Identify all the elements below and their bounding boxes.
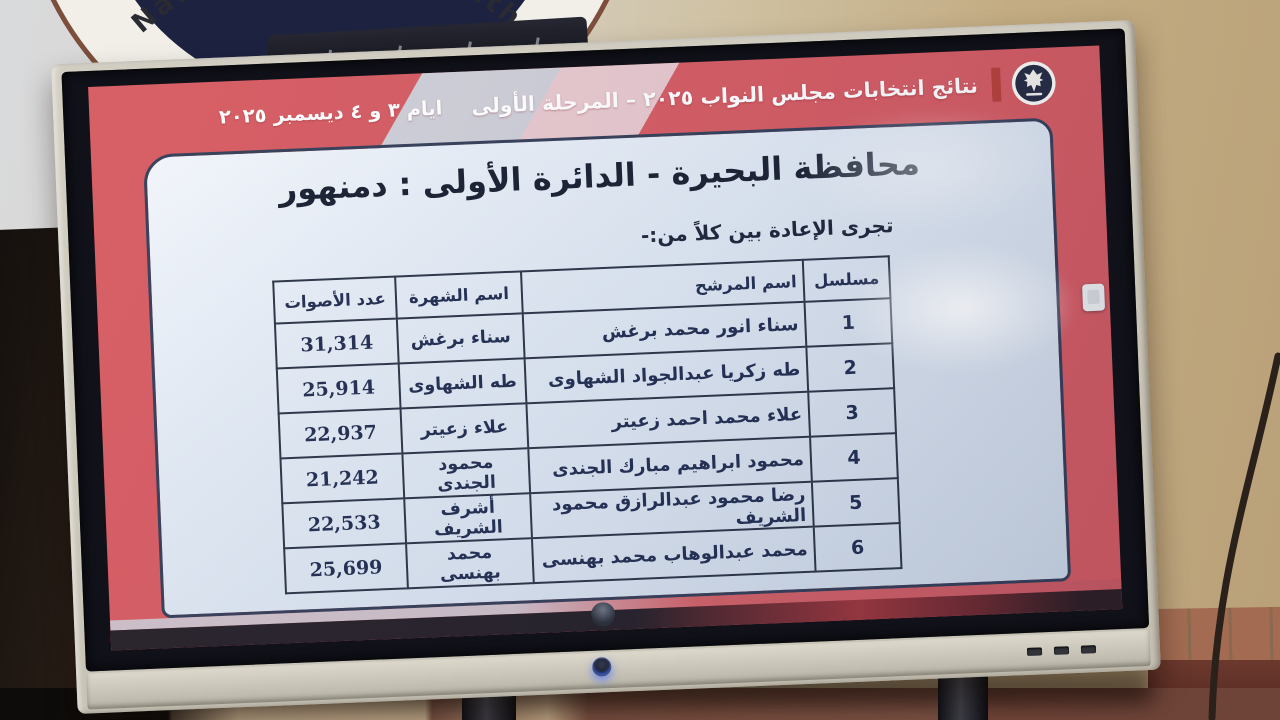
cell-serial: 6 [813, 523, 902, 572]
nea-emblem [1011, 61, 1056, 106]
cell-votes: 25,699 [284, 543, 408, 594]
tv-bezel: نتائج انتخابات مجلس النواب ٢٠٢٥ – المرحل… [61, 28, 1150, 672]
banner-title-dates: ايام ٣ و ٤ ديسمبر ٢٠٢٥ [218, 96, 443, 129]
camera-icon [590, 601, 616, 627]
cell-serial: 5 [811, 478, 900, 527]
banner-divider [991, 67, 1002, 102]
port-slots [1026, 645, 1097, 656]
cell-alias: علاء زعيتر [400, 403, 529, 454]
cell-votes: 25,914 [276, 363, 401, 414]
tv-display: نتائج انتخابات مجلس النواب ٢٠٢٥ – المرحل… [51, 20, 1161, 714]
cell-alias: أشرف الشريف [404, 493, 532, 544]
port-slot [1053, 646, 1070, 655]
power-cable [1208, 352, 1280, 720]
cell-alias: سناء برغش [396, 313, 525, 364]
cell-votes: 21,242 [280, 453, 405, 504]
cell-votes: 31,314 [274, 318, 399, 369]
port-slot [1080, 645, 1097, 654]
sidebar-toggle-glyph [1087, 289, 1100, 305]
cell-alias: محمد بهنسى [406, 538, 534, 589]
cell-alias: محمود الجندى [402, 448, 531, 499]
cell-votes: 22,533 [282, 498, 407, 549]
presentation-slide: نتائج انتخابات مجلس النواب ٢٠٢٥ – المرحل… [88, 45, 1123, 651]
results-table: مسلسل اسم المرشح اسم الشهرة عدد الأصوات … [272, 255, 902, 594]
cell-serial: 4 [810, 433, 898, 482]
port-slot [1026, 647, 1043, 656]
cell-votes: 22,937 [278, 408, 403, 459]
eagle-icon [1023, 69, 1044, 96]
results-banner: نتائج انتخابات مجلس النواب ٢٠٢٥ – المرحل… [88, 46, 1102, 157]
cell-alias: طه الشهاوى [398, 358, 527, 409]
power-button [592, 657, 613, 677]
header-alias: اسم الشهرة [395, 271, 523, 319]
cell-serial: 3 [808, 388, 896, 437]
sidebar-toggle-button[interactable] [1082, 283, 1106, 312]
header-votes: عدد الأصوات [273, 276, 397, 324]
